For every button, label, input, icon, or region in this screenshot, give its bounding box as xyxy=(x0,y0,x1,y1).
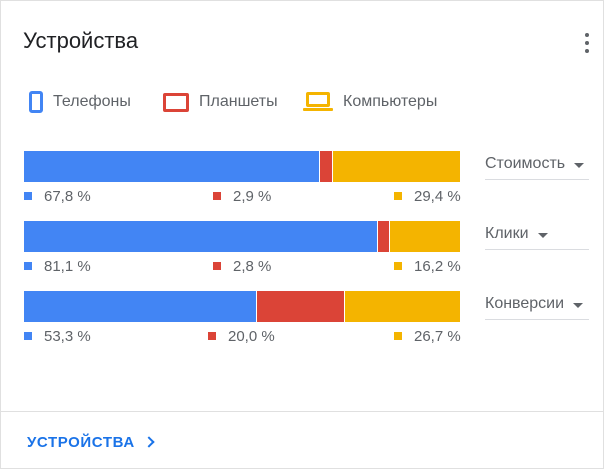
legend-swatch xyxy=(24,332,32,340)
bar-segment-tablets[interactable] xyxy=(256,291,344,322)
stacked-bar xyxy=(24,291,460,322)
data-label-phones: 81,1 % xyxy=(24,256,91,276)
devices-report-link-label: УСТРОЙСТВА xyxy=(27,433,135,451)
legend-label: Планшеты xyxy=(199,93,278,110)
bar-segment-computers[interactable] xyxy=(331,151,460,182)
metric-dropdown[interactable]: Конверсии xyxy=(485,293,589,320)
laptop-screen xyxy=(306,92,330,107)
devices-report-link[interactable]: УСТРОЙСТВА xyxy=(27,431,155,453)
kebab-dot xyxy=(585,41,589,45)
metric-dropdown-label: Конверсии xyxy=(485,295,565,312)
phone-icon xyxy=(29,91,43,113)
laptop-icon xyxy=(303,92,333,112)
caret-down-icon xyxy=(574,163,584,168)
legend-swatch xyxy=(24,262,32,270)
data-label-tablets: 2,8 % xyxy=(213,256,271,276)
legend-swatch xyxy=(394,262,402,270)
metric-dropdown-label: Клики xyxy=(485,225,529,242)
data-label-tablets: 20,0 % xyxy=(208,326,275,346)
legend-item-computers: Компьютеры xyxy=(303,87,437,117)
data-label-text: 2,8 % xyxy=(233,257,272,275)
metric-row: 67,8 % 2,9 % 29,4 % Стоимость xyxy=(1,151,603,211)
data-label-text: 67,8 % xyxy=(44,187,91,205)
laptop-base xyxy=(303,108,333,111)
footer-divider xyxy=(1,411,603,412)
chevron-right-icon xyxy=(143,436,155,448)
data-label-text: 2,9 % xyxy=(233,187,272,205)
data-label-phones: 53,3 % xyxy=(24,326,91,346)
data-label-phones: 67,8 % xyxy=(24,186,91,206)
metric-row: 53,3 % 20,0 % 26,7 % Конверсии xyxy=(1,291,603,351)
bar-segment-computers[interactable] xyxy=(343,291,460,322)
bar-segment-phones[interactable] xyxy=(24,221,378,252)
legend-swatch xyxy=(213,262,221,270)
legend-swatch xyxy=(208,332,216,340)
data-label-text: 16,2 % xyxy=(414,257,461,275)
legend-label: Телефоны xyxy=(53,93,131,110)
metric-dropdown[interactable]: Стоимость xyxy=(485,153,589,180)
data-label-text: 53,3 % xyxy=(44,327,91,345)
data-label-text: 81,1 % xyxy=(44,257,91,275)
tablet-icon xyxy=(163,92,189,112)
legend-label: Компьютеры xyxy=(343,93,438,110)
bar-segment-tablets[interactable] xyxy=(377,221,390,252)
legend-swatch xyxy=(213,192,221,200)
legend-item-tablets: Планшеты xyxy=(163,87,278,117)
legend-item-phones: Телефоны xyxy=(29,87,131,117)
data-label-text: 29,4 % xyxy=(414,187,461,205)
data-label-tablets: 2,9 % xyxy=(213,186,271,206)
metric-row: 81,1 % 2,8 % 16,2 % Клики xyxy=(1,221,603,281)
stacked-bar xyxy=(24,151,460,182)
data-label-computers: 16,2 % xyxy=(394,256,461,276)
card-title: Устройства xyxy=(23,28,139,53)
caret-down-icon xyxy=(573,303,583,308)
caret-down-icon xyxy=(538,233,548,238)
chart-legend: Телефоны Планшеты Компьютеры xyxy=(1,87,603,117)
legend-swatch xyxy=(394,192,402,200)
legend-swatch xyxy=(394,332,402,340)
more-options-icon[interactable] xyxy=(576,30,598,56)
kebab-dot xyxy=(585,49,589,53)
data-label-text: 26,7 % xyxy=(414,327,461,345)
bar-segment-tablets[interactable] xyxy=(319,151,332,182)
bar-segment-phones[interactable] xyxy=(24,291,257,322)
metric-dropdown-label: Стоимость xyxy=(485,155,566,172)
kebab-dot xyxy=(585,33,589,37)
data-label-text: 20,0 % xyxy=(228,327,275,345)
bar-segment-computers[interactable] xyxy=(389,221,460,252)
bar-segment-phones[interactable] xyxy=(24,151,320,182)
data-label-computers: 26,7 % xyxy=(394,326,461,346)
data-label-computers: 29,4 % xyxy=(394,186,461,206)
metric-dropdown[interactable]: Клики xyxy=(485,223,589,250)
stacked-bar xyxy=(24,221,460,252)
legend-swatch xyxy=(24,192,32,200)
